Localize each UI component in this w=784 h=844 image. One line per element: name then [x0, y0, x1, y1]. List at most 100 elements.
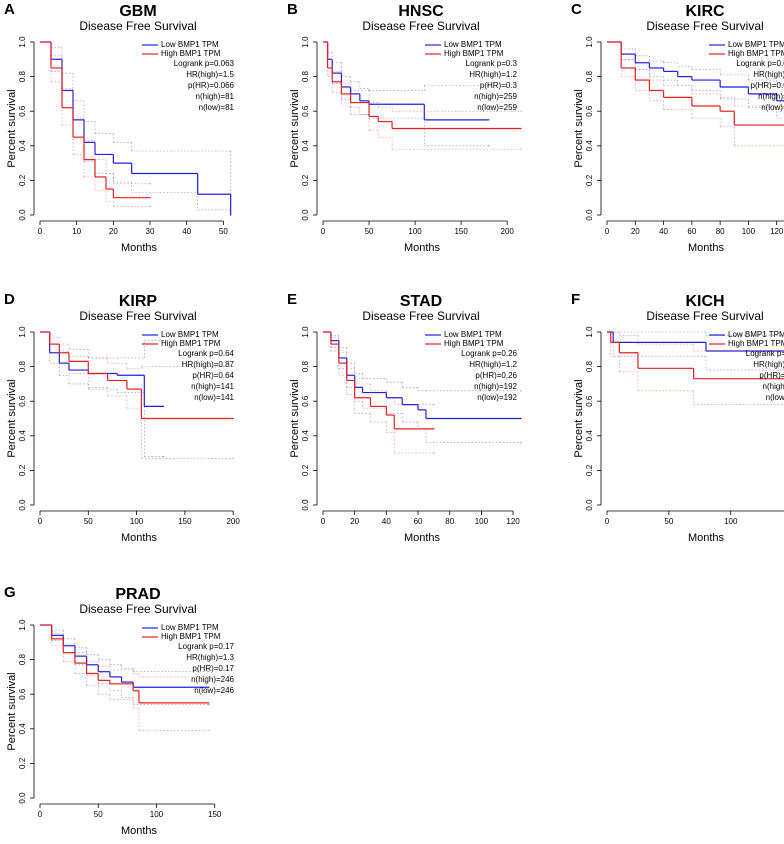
- ci-line-end: [520, 390, 522, 392]
- stat-text: n(low)=141: [194, 393, 234, 402]
- y-tick-label: 0.6: [301, 395, 310, 407]
- panel-letter: C: [571, 1, 582, 18]
- stat-text: n(high)=32: [763, 382, 784, 391]
- stat-text: Logrank p=0.17: [178, 642, 234, 651]
- y-axis-label: Percent survival: [6, 672, 18, 750]
- chart-title: KIRP: [119, 293, 158, 310]
- stat-text: HR(high)=1.3: [186, 653, 234, 662]
- y-axis-label: Percent survival: [6, 379, 18, 457]
- x-tick-label: 30: [146, 227, 155, 236]
- chart-title: STAD: [400, 293, 442, 310]
- legend-label: Low BMP1 TPM: [728, 40, 784, 49]
- y-tick-label: 0.6: [585, 105, 594, 117]
- y-tick-label: 0.8: [18, 70, 27, 82]
- x-tick-label: 20: [109, 227, 118, 236]
- y-tick-label: 0.4: [585, 140, 594, 152]
- stat-text: n(high)=258: [758, 92, 784, 101]
- x-tick-label: 0: [38, 810, 43, 819]
- chart-subtitle: Disease Free Survival: [646, 19, 763, 33]
- stat-text: Logrank p=0.64: [178, 349, 234, 358]
- ci-line-end: [232, 366, 234, 368]
- survival-line-end: [520, 127, 522, 130]
- x-tick-label: 60: [687, 227, 696, 236]
- y-tick-label: 0.6: [18, 395, 27, 407]
- x-axis-label: Months: [121, 825, 158, 837]
- chart-subtitle: Disease Free Survival: [646, 309, 763, 323]
- y-tick-label: 0.4: [18, 430, 27, 442]
- stat-text: p(HR)=0.26: [475, 371, 517, 380]
- x-tick-label: 100: [724, 517, 738, 526]
- x-tick-label: 50: [664, 517, 673, 526]
- y-tick-label: 0.0: [18, 209, 27, 221]
- x-tick-label: 40: [659, 227, 668, 236]
- survival-line-end: [149, 197, 151, 199]
- stat-text: HR(high)=1.2: [469, 70, 517, 79]
- legend-label: High BMP1 TPM: [444, 339, 504, 348]
- ci-line-end: [488, 84, 490, 86]
- stat-text: Logrank p=0.11: [746, 349, 784, 358]
- y-tick-label: 0.4: [585, 430, 594, 442]
- x-axis-label: Months: [121, 532, 158, 544]
- legend-label: Low BMP1 TPM: [161, 40, 219, 49]
- y-tick-label: 0.2: [18, 464, 27, 476]
- y-tick-label: 0.2: [585, 464, 594, 476]
- survival-line-end: [163, 405, 165, 407]
- ci-line-end: [433, 404, 435, 406]
- survival-line-end: [520, 417, 522, 420]
- panel-letter: G: [4, 584, 16, 601]
- ci-line-end: [232, 457, 234, 459]
- y-tick-label: 0.2: [585, 174, 594, 186]
- chart-title: PRAD: [115, 586, 160, 603]
- y-tick-label: 0.2: [301, 464, 310, 476]
- y-tick-label: 0.2: [18, 757, 27, 769]
- survival-line-end: [208, 702, 210, 704]
- stat-text: Logrank p=0.0041: [736, 59, 784, 68]
- survival-line-end: [208, 686, 210, 688]
- chart-subtitle: Disease Free Survival: [79, 602, 196, 616]
- y-tick-label: 1.0: [301, 326, 310, 338]
- ci-line-end: [488, 145, 490, 147]
- stat-text: n(high)=141: [191, 382, 234, 391]
- y-tick-label: 1.0: [18, 619, 27, 631]
- stat-text: n(high)=246: [191, 675, 234, 684]
- x-axis-label: Months: [121, 242, 158, 254]
- legend-label: High BMP1 TPM: [161, 339, 221, 348]
- stat-text: n(low)=81: [199, 103, 235, 112]
- x-tick-label: 150: [178, 517, 192, 526]
- x-tick-label: 150: [208, 810, 222, 819]
- chart-title: KICH: [685, 293, 724, 310]
- y-axis-label: Percent survival: [573, 379, 585, 457]
- y-tick-label: 0.8: [301, 70, 310, 82]
- y-tick-label: 0.0: [585, 209, 594, 221]
- stat-text: n(low)=246: [194, 686, 234, 695]
- ci-line-end: [163, 340, 165, 342]
- stat-text: n(low)=259: [477, 103, 517, 112]
- stat-text: HR(high)=0.87: [182, 360, 235, 369]
- legend-label: Low BMP1 TPM: [161, 330, 219, 339]
- x-tick-label: 100: [475, 517, 489, 526]
- chart-subtitle: Disease Free Survival: [79, 19, 196, 33]
- stat-text: n(high)=259: [474, 92, 517, 101]
- panel-letter: B: [287, 1, 298, 18]
- ci-line-end: [208, 676, 210, 678]
- x-tick-label: 120: [770, 227, 784, 236]
- legend-label: Low BMP1 TPM: [444, 330, 502, 339]
- x-tick-label: 150: [454, 227, 468, 236]
- y-tick-label: 0.4: [18, 723, 27, 735]
- y-tick-label: 0.8: [18, 653, 27, 665]
- stat-text: n(high)=81: [196, 92, 235, 101]
- x-tick-label: 100: [408, 227, 422, 236]
- ci-line-end: [208, 703, 210, 706]
- stat-text: n(low)=258: [761, 103, 784, 112]
- y-tick-label: 0.6: [18, 105, 27, 117]
- x-axis-label: Months: [404, 532, 441, 544]
- y-tick-label: 0.2: [301, 174, 310, 186]
- x-tick-label: 100: [742, 227, 756, 236]
- x-tick-label: 10: [72, 227, 81, 236]
- y-tick-label: 1.0: [585, 36, 594, 48]
- chart-subtitle: Disease Free Survival: [79, 309, 196, 323]
- y-tick-label: 0.6: [301, 105, 310, 117]
- x-tick-label: 0: [321, 227, 326, 236]
- panel-letter: A: [4, 1, 15, 18]
